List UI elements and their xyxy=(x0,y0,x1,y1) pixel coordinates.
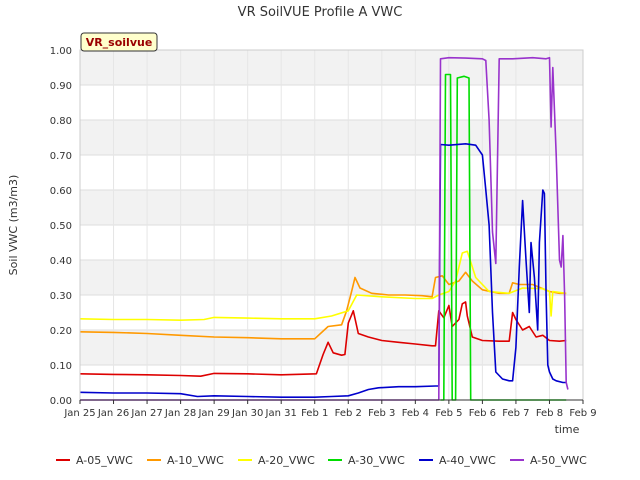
x-tick-label: Feb 1 xyxy=(301,408,328,419)
series-line-a-05-vwc xyxy=(79,301,567,377)
legend-label: A-10_VWC xyxy=(167,454,224,467)
x-tick-label: Feb 7 xyxy=(502,408,529,419)
x-tick-label: Feb 2 xyxy=(335,408,362,419)
legend-item-a-20-vwc: A-20_VWC xyxy=(238,454,315,467)
chart-title: VR SoilVUE Profile A VWC xyxy=(238,5,403,20)
x-tick-label: Jan 27 xyxy=(130,408,162,419)
series-line-a-40-vwc xyxy=(79,143,567,398)
legend: A-05_VWC A-10_VWC A-20_VWC A-30_VWC A-40_VWC… xyxy=(56,454,587,467)
y-tick-label: 0.40 xyxy=(50,256,72,267)
y-tick-label: 1.00 xyxy=(50,46,72,57)
series-line-a-10-vwc xyxy=(79,271,567,340)
legend-label: A-50_VWC xyxy=(530,454,587,467)
x-tick-label: Jan 25 xyxy=(63,408,95,419)
plot-band xyxy=(80,260,583,295)
x-axis-ticks: Jan 25 Jan 26 Jan 27 Jan 28 Jan 29 Jan 30 Jan … xyxy=(63,400,597,419)
legend-label: A-30_VWC xyxy=(348,454,405,467)
legend-item-a-40-vwc: A-40_VWC xyxy=(419,454,496,467)
x-tick-label: Feb 9 xyxy=(569,408,596,419)
x-tick-label: Jan 30 xyxy=(231,408,263,419)
y-tick-label: 0.10 xyxy=(50,361,72,372)
y-tick-label: 0.70 xyxy=(50,151,72,162)
legend-label: A-05_VWC xyxy=(76,454,133,467)
plot-band xyxy=(80,190,583,225)
x-tick-label: Jan 29 xyxy=(197,408,229,419)
legend-item-a-30-vwc: A-30_VWC xyxy=(328,454,405,467)
x-tick-label: Feb 3 xyxy=(368,408,395,419)
x-axis-label: time xyxy=(555,423,580,436)
x-tick-label: Jan 26 xyxy=(97,408,129,419)
plot-band xyxy=(80,120,583,155)
y-tick-label: 0.30 xyxy=(50,291,72,302)
y-tick-label: 0.20 xyxy=(50,326,72,337)
legend-item-a-50-vwc: A-50_VWC xyxy=(510,454,587,467)
y-tick-label: 0.80 xyxy=(50,116,72,127)
y-axis-label: Soil VWC (m3/m3) xyxy=(7,175,20,276)
legend-item-a-10-vwc: A-10_VWC xyxy=(147,454,224,467)
y-tick-label: 0.60 xyxy=(50,186,72,197)
y-tick-label: 0.00 xyxy=(50,396,72,407)
site-badge: VR_soilvue xyxy=(80,32,158,52)
y-axis-ticks: 0.00 0.10 0.20 0.30 0.40 0.50 0.60 0.70 0.80 0.90… xyxy=(50,46,72,407)
series-layer xyxy=(79,56,569,401)
x-tick-label: Jan 31 xyxy=(265,408,297,419)
legend-item-a-05-vwc: A-05_VWC xyxy=(56,454,133,467)
legend-label: A-40_VWC xyxy=(439,454,496,467)
x-tick-label: Feb 8 xyxy=(536,408,563,419)
site-badge-label: VR_soilvue xyxy=(86,36,153,49)
x-tick-label: Feb 5 xyxy=(435,408,462,419)
x-tick-label: Jan 28 xyxy=(164,408,196,419)
series-line-a-50-vwc xyxy=(80,56,569,401)
axes xyxy=(79,49,584,401)
y-tick-label: 0.90 xyxy=(50,81,72,92)
legend-label: A-20_VWC xyxy=(258,454,315,467)
plot-band xyxy=(80,50,583,85)
x-tick-label: Feb 6 xyxy=(469,408,496,419)
y-tick-label: 0.50 xyxy=(50,221,72,232)
x-tick-label: Feb 4 xyxy=(402,408,429,419)
